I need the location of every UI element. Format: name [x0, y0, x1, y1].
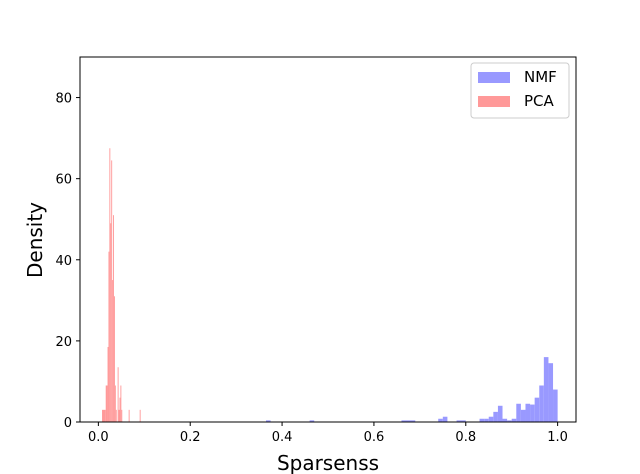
bar-pca: [108, 251, 110, 422]
bar-pca: [115, 409, 117, 422]
bar-nmf: [511, 418, 517, 422]
x-tick-label: 0.6: [364, 430, 385, 445]
bar-nmf: [497, 405, 503, 422]
bar-nmf: [493, 411, 498, 422]
bar-pca: [119, 397, 121, 422]
bar-pca: [128, 409, 130, 422]
bar-nmf: [543, 357, 549, 422]
x-tick-label: 0.8: [455, 430, 476, 445]
legend-swatch-nmf: [478, 72, 510, 83]
bar-pca: [113, 296, 115, 422]
bar-nmf: [539, 385, 544, 422]
bar-nmf: [516, 403, 521, 422]
bar-nmf: [456, 420, 466, 422]
y-tick-label: 60: [55, 173, 72, 188]
bar-nmf: [530, 404, 535, 422]
bar-pca: [121, 409, 123, 422]
plot-frame: [79, 56, 577, 423]
bar-pca: [102, 409, 106, 422]
bar-nmf: [502, 418, 508, 422]
bar-nmf: [442, 416, 448, 422]
bar-nmf: [479, 418, 485, 422]
bar-pca: [139, 409, 141, 422]
y-axis-label: Density: [23, 202, 47, 278]
x-tick-label: 0.0: [88, 430, 109, 445]
y-axis: 0 20 40 60 80: [55, 92, 80, 431]
bar-pca: [120, 385, 122, 422]
bar-pca: [110, 223, 112, 422]
legend-swatch-pca: [478, 96, 510, 107]
bar-pca: [111, 160, 113, 422]
x-axis-label: Sparsenss: [277, 451, 379, 474]
bar-nmf: [488, 416, 494, 422]
bar-pca: [109, 148, 111, 422]
bar-pca: [118, 409, 120, 422]
bar-pca: [107, 346, 109, 422]
bar-pca: [112, 280, 114, 422]
bar-pca: [114, 385, 116, 422]
bar-nmf: [309, 420, 315, 422]
bar-nmf: [266, 420, 271, 422]
bar-pca: [105, 385, 108, 422]
legend-label-nmf: NMF: [524, 68, 557, 86]
bar-nmf: [548, 363, 554, 422]
bar-nmf: [525, 403, 531, 422]
bar-pca: [117, 367, 119, 422]
bar-nmf: [438, 418, 443, 422]
x-tick-label: 0.2: [180, 430, 201, 445]
x-axis: 0.0 0.2 0.4 0.6 0.8 1.0: [88, 422, 568, 445]
y-tick-label: 80: [55, 92, 72, 107]
y-tick-label: 20: [55, 335, 72, 350]
bar-nmf: [534, 397, 540, 422]
x-tick-label: 0.4: [272, 430, 293, 445]
bar-nmf: [401, 420, 416, 422]
bars-layer: [102, 148, 558, 422]
bar-nmf: [553, 389, 558, 422]
bar-nmf: [507, 420, 512, 422]
legend-label-pca: PCA: [524, 92, 555, 110]
bar-pca: [113, 215, 114, 422]
legend: NMF PCA: [470, 62, 570, 119]
bar-nmf: [484, 418, 489, 422]
x-tick-label: 1.0: [547, 430, 568, 445]
bar-nmf: [520, 409, 526, 422]
y-tick-label: 40: [55, 254, 72, 269]
y-tick-label: 0: [64, 416, 72, 431]
